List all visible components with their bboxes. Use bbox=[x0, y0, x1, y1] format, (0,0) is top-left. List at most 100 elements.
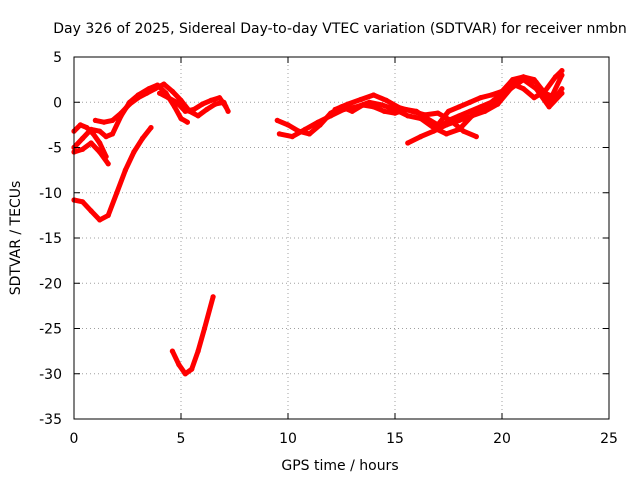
data-point bbox=[199, 101, 205, 107]
data-point bbox=[169, 348, 175, 354]
y-tick-label: -25 bbox=[39, 322, 62, 338]
data-point bbox=[176, 362, 182, 368]
data-point bbox=[88, 140, 94, 146]
data-point bbox=[182, 108, 188, 114]
data-point bbox=[467, 108, 473, 114]
data-point bbox=[274, 117, 280, 123]
data-point bbox=[195, 348, 201, 354]
data-point bbox=[473, 134, 479, 140]
data-point bbox=[212, 101, 218, 107]
y-tick-label: -10 bbox=[39, 186, 62, 202]
data-point bbox=[118, 110, 124, 116]
x-tick-label: 10 bbox=[279, 431, 297, 447]
data-point bbox=[353, 104, 360, 110]
data-point bbox=[405, 113, 411, 119]
data-point bbox=[289, 134, 295, 140]
data-point bbox=[109, 131, 116, 137]
data-point bbox=[381, 108, 387, 114]
data-point bbox=[542, 88, 548, 94]
data-point bbox=[80, 135, 86, 141]
data-point bbox=[456, 117, 462, 123]
data-point bbox=[520, 86, 527, 92]
data-point bbox=[148, 125, 154, 131]
data-point bbox=[88, 208, 94, 214]
y-axis-label: SDTVAR / TECUs bbox=[8, 181, 24, 296]
data-point bbox=[559, 90, 565, 96]
data-point bbox=[546, 104, 552, 110]
data-point bbox=[435, 110, 441, 116]
data-point bbox=[456, 113, 462, 119]
data-point bbox=[184, 119, 190, 125]
data-point bbox=[80, 199, 86, 205]
data-point bbox=[435, 126, 441, 132]
data-point bbox=[418, 115, 424, 122]
data-point bbox=[306, 131, 312, 137]
data-point bbox=[165, 95, 171, 101]
data-point bbox=[409, 108, 415, 114]
data-point bbox=[152, 86, 158, 92]
data-point bbox=[216, 95, 223, 101]
data-point bbox=[109, 117, 116, 123]
data-point bbox=[358, 96, 364, 103]
data-point bbox=[204, 106, 210, 113]
data-point bbox=[92, 117, 98, 123]
data-point bbox=[178, 97, 184, 103]
data-point bbox=[189, 366, 195, 372]
data-point bbox=[328, 113, 334, 119]
data-point bbox=[371, 92, 377, 98]
data-point bbox=[84, 125, 90, 131]
chart-title: Day 326 of 2025, Sidereal Day-to-day VTE… bbox=[53, 21, 627, 37]
data-point bbox=[302, 126, 308, 132]
data-point bbox=[210, 294, 216, 300]
x-axis-label: GPS time / hours bbox=[281, 458, 398, 474]
data-point bbox=[191, 106, 197, 113]
data-point bbox=[495, 101, 501, 107]
data-point bbox=[105, 212, 111, 218]
data-point bbox=[445, 108, 452, 114]
y-tick-label: -15 bbox=[39, 231, 62, 247]
data-point bbox=[101, 119, 107, 125]
data-point bbox=[208, 97, 214, 103]
data-point bbox=[172, 104, 178, 110]
data-point bbox=[90, 131, 96, 137]
data-point bbox=[97, 217, 103, 223]
data-point bbox=[225, 108, 231, 114]
data-point bbox=[174, 99, 180, 105]
data-point bbox=[201, 325, 208, 332]
data-point bbox=[97, 140, 103, 146]
data-point bbox=[482, 108, 488, 114]
x-tick-label: 0 bbox=[70, 431, 79, 447]
data-point bbox=[405, 140, 411, 146]
data-point bbox=[366, 99, 372, 105]
data-point bbox=[157, 90, 163, 96]
data-point bbox=[510, 81, 516, 87]
data-point bbox=[488, 92, 494, 98]
data-point bbox=[80, 146, 86, 152]
data-point bbox=[276, 131, 282, 137]
y-tick-label: -30 bbox=[39, 367, 62, 383]
data-point bbox=[396, 105, 402, 111]
data-point bbox=[77, 122, 83, 128]
data-point bbox=[469, 113, 475, 119]
y-tick-label: -20 bbox=[39, 276, 62, 292]
data-point bbox=[332, 106, 338, 113]
data-point bbox=[520, 77, 527, 83]
data-point bbox=[103, 134, 109, 140]
data-point bbox=[97, 128, 103, 134]
data-point bbox=[178, 115, 184, 122]
data-point bbox=[460, 128, 467, 134]
x-tick-label: 15 bbox=[386, 431, 404, 447]
data-point bbox=[443, 131, 449, 137]
data-point bbox=[383, 97, 389, 103]
y-tick-label: 0 bbox=[53, 95, 62, 111]
data-point bbox=[144, 90, 150, 96]
data-point bbox=[345, 101, 351, 107]
data-point bbox=[418, 134, 424, 140]
data-point bbox=[559, 68, 565, 74]
data-point bbox=[430, 128, 437, 134]
data-point bbox=[161, 81, 167, 87]
data-point bbox=[499, 90, 505, 96]
data-point bbox=[478, 104, 484, 110]
data-point bbox=[114, 190, 120, 196]
data-point bbox=[533, 86, 539, 92]
